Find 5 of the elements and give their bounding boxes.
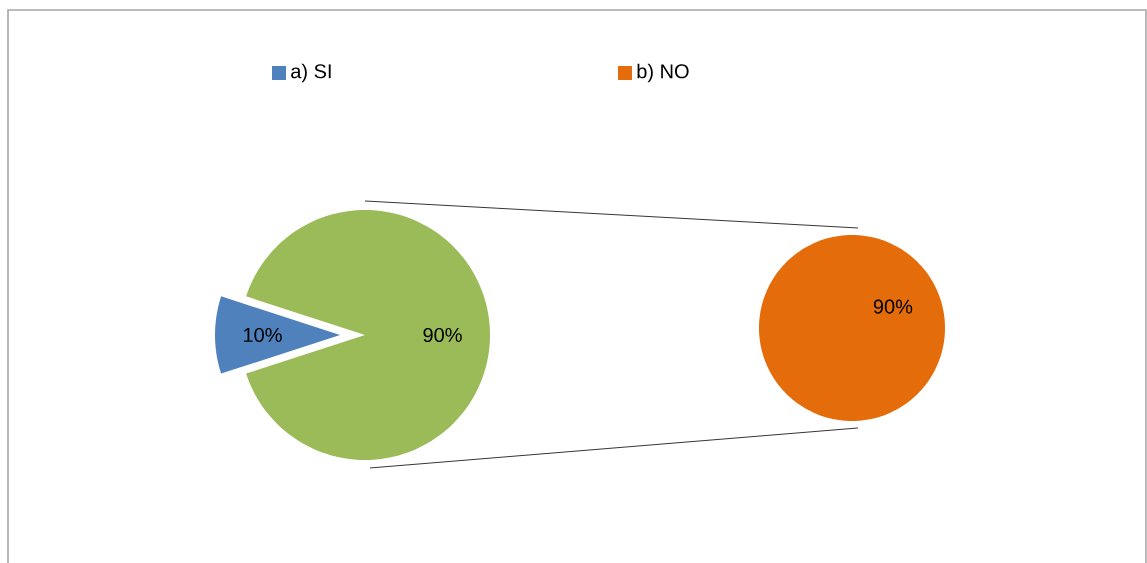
- data-label: 90%: [873, 299, 913, 314]
- legend-label: b) NO: [637, 63, 689, 83]
- data-label: 90%: [423, 327, 462, 343]
- legend-label: a) SI: [291, 63, 331, 83]
- data-label: 10%: [244, 327, 282, 343]
